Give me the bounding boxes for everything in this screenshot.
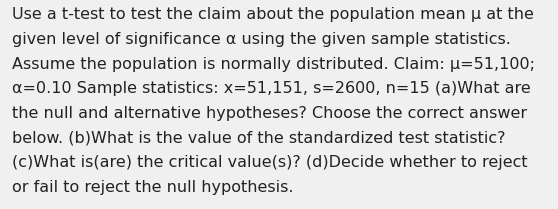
- Text: Assume the population is normally distributed. Claim: μ=51,100;: Assume the population is normally distri…: [12, 57, 535, 72]
- Text: (c)What is(are) the critical value(s)? (d)Decide whether to reject: (c)What is(are) the critical value(s)? (…: [12, 155, 528, 170]
- Text: Use a t-test to test the claim about the population mean μ at the: Use a t-test to test the claim about the…: [12, 7, 534, 22]
- Text: α=0.10 Sample statistics: x=51,151, s=2600, n=15 (a)What are: α=0.10 Sample statistics: x=51,151, s=26…: [12, 81, 531, 96]
- Text: or fail to reject the null hypothesis.: or fail to reject the null hypothesis.: [12, 180, 294, 195]
- Text: the null and alternative hypotheses? Choose the correct answer: the null and alternative hypotheses? Cho…: [12, 106, 527, 121]
- Text: given level of significance α using the given sample statistics.: given level of significance α using the …: [12, 32, 511, 47]
- Text: below. (b)What is the value of the standardized test statistic?: below. (b)What is the value of the stand…: [12, 131, 506, 146]
